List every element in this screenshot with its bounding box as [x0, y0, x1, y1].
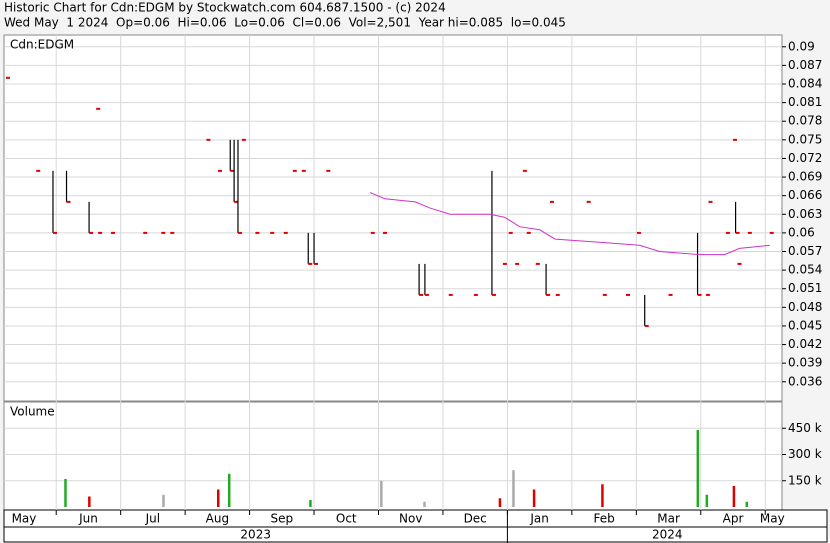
y-tick-label: 0.087 — [788, 58, 822, 72]
volume-bar — [705, 494, 709, 507]
y-tick-label: 0.066 — [788, 188, 822, 202]
volume-bar — [745, 501, 749, 507]
x-tick-label: May — [12, 512, 37, 526]
y-tick-label: 0.051 — [788, 281, 822, 295]
x-tick-label: Nov — [399, 512, 422, 526]
x-tick-label: May — [760, 512, 785, 526]
y-tick-label: 0.081 — [788, 95, 822, 109]
x-tick-label: Sep — [270, 512, 293, 526]
x-tick-label: Oct — [336, 512, 357, 526]
header-info: Wed May 1 2024 Op=0.06 Hi=0.06 Lo=0.06 C… — [4, 16, 566, 30]
y-tick-label: 450 k — [788, 421, 822, 435]
y-tick-label: 0.069 — [788, 170, 822, 184]
y-tick-label: 0.039 — [788, 356, 822, 370]
x-axis-panel — [3, 509, 828, 543]
volume-bar — [498, 498, 502, 507]
y-tick-label: 0.072 — [788, 151, 822, 165]
y-tick-label: 0.048 — [788, 300, 822, 314]
x-tick-label: Apr — [723, 512, 744, 526]
y-tick-label: 0.036 — [788, 374, 822, 388]
volume-panel — [3, 401, 783, 511]
volume-bar — [88, 496, 91, 507]
year-label: 2023 — [240, 528, 271, 542]
y-tick-label: 0.045 — [788, 318, 822, 332]
volume-bar — [216, 489, 220, 507]
volume-bar — [64, 479, 67, 507]
y-tick-label: 0.057 — [788, 244, 822, 258]
volume-bar — [532, 489, 536, 507]
x-tick-label: Jul — [145, 512, 160, 526]
y-tick-label: 0.09 — [788, 39, 815, 53]
volume-bar — [423, 501, 426, 507]
x-tick-label: Aug — [206, 512, 229, 526]
y-tick-label: 0.078 — [788, 114, 822, 128]
y-tick-label: 0.06 — [788, 225, 815, 239]
year-label: 2024 — [652, 528, 683, 542]
panel-title: Volume — [10, 405, 55, 419]
price-panel — [3, 34, 783, 402]
volume-bar — [601, 484, 604, 507]
y-tick-label: 0.042 — [788, 337, 822, 351]
x-tick-label: Dec — [464, 512, 487, 526]
panel-title: Cdn:EDGM — [10, 38, 74, 52]
y-tick-label: 150 k — [788, 473, 822, 487]
x-tick-label: Feb — [593, 512, 614, 526]
y-tick-label: 0.075 — [788, 132, 822, 146]
y-tick-label: 0.054 — [788, 263, 822, 277]
volume-bar — [227, 473, 231, 507]
volume-bar — [380, 480, 383, 507]
x-tick-label: Jun — [78, 512, 98, 526]
x-tick-label: Mar — [657, 512, 680, 526]
volume-bar — [732, 486, 736, 507]
y-tick-label: 300 k — [788, 447, 822, 461]
y-tick-label: 0.084 — [788, 77, 822, 91]
volume-bar — [162, 494, 165, 507]
volume-bar — [512, 470, 515, 507]
y-tick-label: 0.063 — [788, 207, 822, 221]
volume-bar — [309, 500, 312, 507]
x-tick-label: Jan — [529, 512, 549, 526]
header-title: Historic Chart for Cdn:EDGM by Stockwatc… — [4, 1, 446, 15]
moving-average — [369, 192, 770, 256]
volume-bar — [696, 430, 700, 507]
